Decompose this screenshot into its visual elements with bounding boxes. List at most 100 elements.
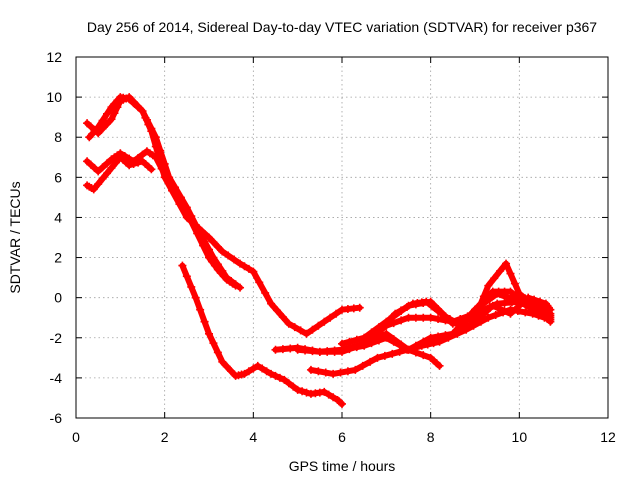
data-point (98, 174, 107, 183)
data-point (338, 399, 346, 408)
data-point (111, 158, 120, 167)
data-point (471, 305, 479, 314)
data-point (107, 115, 116, 124)
data-point (465, 321, 474, 330)
data-point (181, 207, 190, 216)
data-point (534, 311, 543, 320)
data-point (417, 341, 426, 350)
data-point (286, 344, 295, 353)
data-point (249, 267, 258, 276)
data-point (494, 304, 503, 313)
series-track-12 (453, 293, 555, 338)
data-point (355, 303, 364, 312)
data-point (298, 387, 307, 396)
data-point (134, 158, 143, 167)
x-tick-label: 8 (427, 429, 435, 445)
data-point (389, 337, 398, 346)
data-point (240, 262, 249, 271)
data-point (289, 382, 298, 391)
data-point (278, 313, 287, 322)
data-point (205, 253, 213, 262)
data-point (329, 393, 338, 402)
series-track-5 (178, 261, 346, 408)
data-point (175, 197, 184, 206)
data-point (178, 261, 187, 270)
y-tick-label: 12 (46, 49, 62, 65)
data-point (490, 274, 499, 283)
data-point (338, 339, 346, 348)
data-point (205, 329, 213, 338)
data-point (330, 347, 339, 356)
data-point (397, 341, 406, 350)
data-point (411, 313, 420, 322)
data-point (379, 321, 388, 330)
data-point (230, 255, 239, 264)
data-point (404, 313, 413, 322)
data-point (205, 233, 213, 242)
series-track-9 (338, 333, 444, 370)
data-point (103, 169, 112, 178)
data-point (403, 303, 412, 312)
series-track-2 (85, 93, 364, 338)
y-axis-label: SDTVAR / TECUs (7, 181, 23, 293)
data-point (512, 304, 521, 313)
data-point (103, 159, 112, 168)
data-point (482, 293, 491, 302)
data-point (428, 302, 437, 311)
data-point (351, 365, 360, 374)
chart-title: Day 256 of 2014, Sidereal Day-to-day VTE… (87, 19, 597, 35)
data-point (500, 307, 509, 316)
data-point (261, 288, 270, 297)
data-point (484, 313, 493, 322)
x-tick-label: 4 (249, 429, 257, 445)
data-point (207, 257, 216, 266)
y-tick-label: 4 (54, 209, 62, 225)
y-tick-label: 6 (54, 169, 62, 185)
data-point (144, 120, 153, 129)
data-point (255, 278, 264, 287)
data-point (426, 313, 435, 322)
data-point (308, 347, 317, 356)
data-point (332, 309, 341, 318)
y-tick-label: 0 (54, 290, 62, 306)
data-point (385, 315, 394, 324)
data-point (98, 116, 107, 125)
data-point (434, 307, 443, 316)
data-point (218, 247, 227, 256)
data-point (352, 335, 361, 344)
data-point (510, 279, 519, 288)
data-point (262, 367, 271, 376)
data-point (397, 316, 406, 325)
data-point (435, 361, 444, 370)
data-point (445, 315, 454, 324)
data-point (94, 180, 103, 189)
data-point (444, 333, 453, 342)
data-point (249, 364, 258, 373)
data-point (231, 281, 240, 290)
data-point (284, 319, 293, 328)
data-point (426, 333, 435, 342)
data-point (163, 176, 172, 185)
data-point (314, 367, 323, 376)
data-point (141, 113, 150, 122)
data-point (358, 361, 367, 370)
data-point (382, 333, 391, 342)
data-point (518, 299, 527, 308)
data-point (536, 297, 545, 306)
data-point (546, 313, 555, 322)
data-point (147, 165, 156, 174)
data-point (326, 313, 335, 322)
data-point (397, 306, 406, 315)
data-point (125, 161, 134, 170)
data-point (388, 349, 397, 358)
data-point (129, 99, 138, 108)
data-point (323, 347, 332, 356)
data-point (209, 238, 218, 247)
data-point (360, 333, 369, 342)
data-point (227, 367, 236, 376)
data-point (200, 317, 209, 326)
data-point (129, 159, 138, 168)
data-point (236, 259, 245, 268)
data-point (530, 295, 539, 304)
